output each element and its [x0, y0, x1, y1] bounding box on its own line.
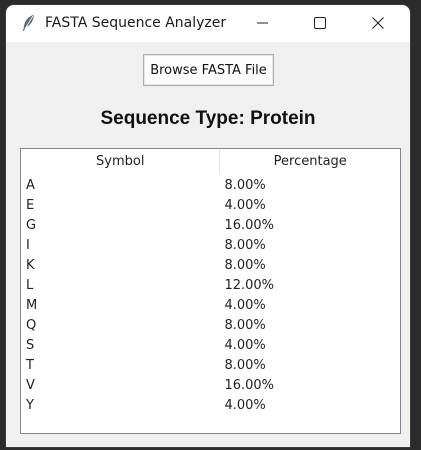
percentage-cell: 16.00%	[220, 216, 400, 236]
symbol-cell: S	[21, 336, 220, 356]
table-row[interactable]: Y 4.00%	[21, 396, 400, 416]
table-header: Symbol Percentage	[21, 149, 400, 174]
composition-table[interactable]: Symbol Percentage A 8.00% E 4.00% G 16.00% I 8.…	[20, 148, 401, 434]
percentage-cell: 4.00%	[220, 296, 400, 316]
percentage-cell: 8.00%	[220, 236, 400, 256]
percentage-cell: 8.00%	[220, 256, 400, 276]
percentage-cell: 8.00%	[220, 176, 400, 196]
browse-fasta-button[interactable]: Browse FASTA File	[143, 54, 274, 86]
app-window: FASTA Sequence Analyzer Browse FASTA Fil…	[6, 5, 410, 447]
table-row[interactable]: I 8.00%	[21, 236, 400, 256]
main-content: Browse FASTA File Sequence Type: Protein…	[6, 42, 410, 447]
percentage-cell: 8.00%	[220, 356, 400, 376]
table-row[interactable]: A 8.00%	[21, 176, 400, 196]
symbol-cell: V	[21, 376, 220, 396]
symbol-cell: I	[21, 236, 220, 256]
symbol-cell: L	[21, 276, 220, 296]
table-body: A 8.00% E 4.00% G 16.00% I 8.00% K 8.00% L 12.00% M 4…	[21, 176, 400, 416]
window-title: FASTA Sequence Analyzer	[45, 15, 226, 31]
percentage-cell: 16.00%	[220, 376, 400, 396]
symbol-cell: A	[21, 176, 220, 196]
close-icon	[372, 14, 384, 33]
symbol-cell: K	[21, 256, 220, 276]
sequence-type-label: Sequence Type: Protein	[6, 108, 410, 130]
symbol-cell: Y	[21, 396, 220, 416]
table-row[interactable]: E 4.00%	[21, 196, 400, 216]
feather-icon	[21, 14, 37, 32]
title-bar[interactable]: FASTA Sequence Analyzer	[6, 5, 410, 42]
minimize-button[interactable]	[240, 5, 286, 42]
table-row[interactable]: G 16.00%	[21, 216, 400, 236]
table-row[interactable]: S 4.00%	[21, 336, 400, 356]
column-header-percentage[interactable]: Percentage	[220, 149, 400, 174]
percentage-cell: 4.00%	[220, 196, 400, 216]
table-row[interactable]: M 4.00%	[21, 296, 400, 316]
symbol-cell: G	[21, 216, 220, 236]
maximize-icon	[314, 14, 326, 33]
percentage-cell: 8.00%	[220, 316, 400, 336]
maximize-button[interactable]	[297, 5, 343, 42]
symbol-cell: Q	[21, 316, 220, 336]
close-button[interactable]	[355, 5, 401, 42]
percentage-cell: 4.00%	[220, 396, 400, 416]
percentage-cell: 4.00%	[220, 336, 400, 356]
symbol-cell: T	[21, 356, 220, 376]
table-row[interactable]: T 8.00%	[21, 356, 400, 376]
table-row[interactable]: K 8.00%	[21, 256, 400, 276]
table-row[interactable]: L 12.00%	[21, 276, 400, 296]
table-row[interactable]: Q 8.00%	[21, 316, 400, 336]
percentage-cell: 12.00%	[220, 276, 400, 296]
table-row[interactable]: V 16.00%	[21, 376, 400, 396]
column-header-symbol[interactable]: Symbol	[21, 149, 220, 174]
minimize-icon	[257, 14, 269, 33]
symbol-cell: E	[21, 196, 220, 216]
symbol-cell: M	[21, 296, 220, 316]
